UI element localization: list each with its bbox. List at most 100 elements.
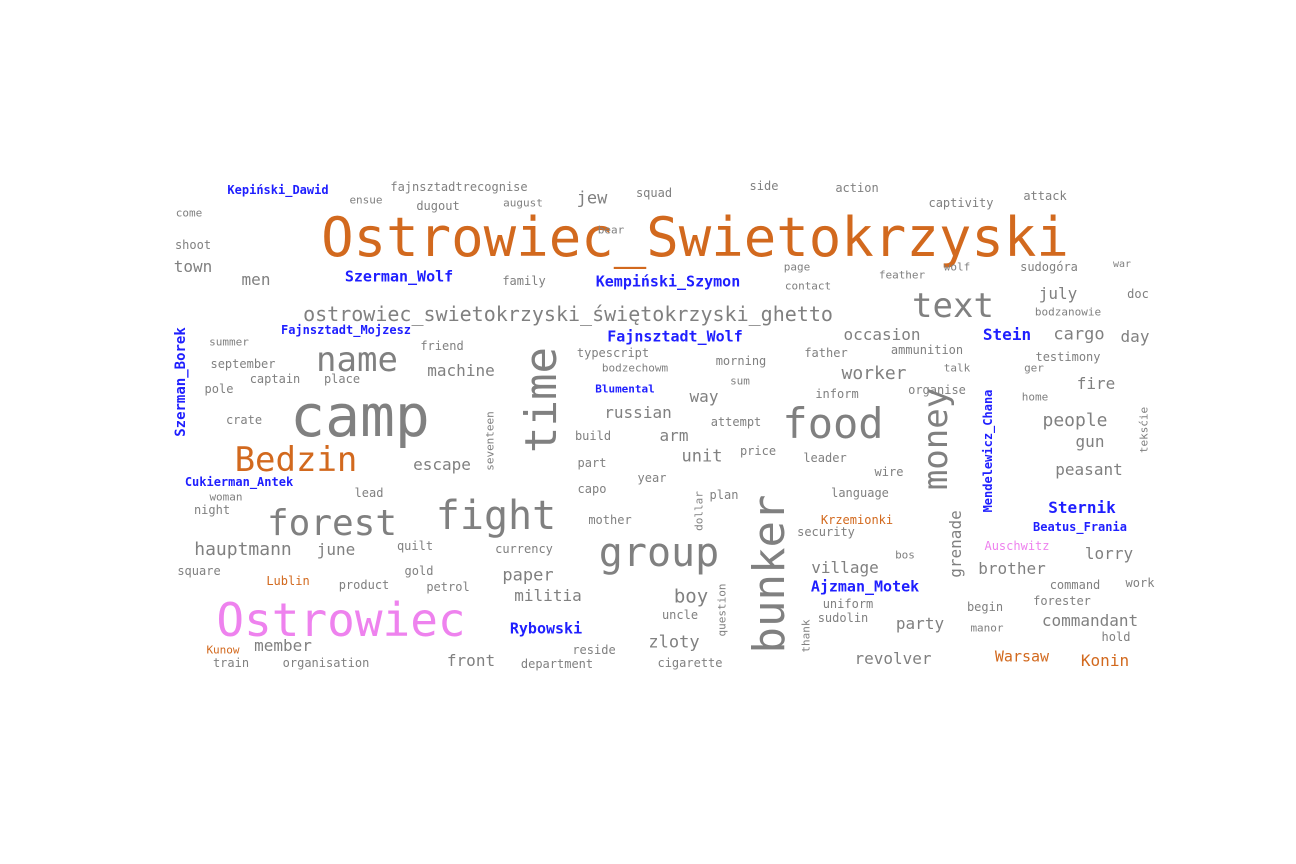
cloud-word: crate (225, 413, 263, 427)
cloud-word: brother (978, 559, 1046, 578)
cloud-word: uniform (822, 597, 874, 611)
cloud-word: ensue (349, 193, 383, 207)
cloud-word: build (574, 429, 612, 443)
cloud-word: begin (966, 600, 1004, 614)
cloud-word: forest (266, 503, 398, 544)
cloud-word: ostrowiec_swietokrzyski_świętokrzyski_gh… (303, 302, 833, 326)
cloud-word: side (749, 179, 779, 193)
cloud-word: lorry (1084, 544, 1134, 563)
cloud-word: father (804, 346, 848, 360)
cloud-word: sum (730, 374, 750, 388)
cloud-word: Stein (982, 325, 1032, 344)
cloud-word: security (797, 525, 855, 539)
cloud-word: attack (1023, 189, 1067, 203)
cloud-word: camp (290, 382, 430, 450)
cloud-word: militia (514, 586, 582, 605)
cloud-word: town (173, 257, 213, 276)
cloud-word: machine (427, 361, 495, 380)
cloud-word: thank (799, 619, 813, 653)
cloud-word: page (783, 260, 811, 274)
cloud-word: worker (841, 363, 907, 384)
cloud-word: fajnsztadtrecognise (390, 180, 528, 194)
cloud-word: attempt (710, 415, 762, 429)
cloud-word: command (1049, 578, 1101, 592)
cloud-word: commandant (1041, 611, 1139, 630)
cloud-word: fight (435, 493, 557, 539)
cloud-word: front (446, 651, 496, 670)
cloud-word: woman (209, 490, 243, 504)
cloud-word: Konin (1080, 651, 1130, 670)
cloud-word: member (254, 636, 312, 655)
cloud-word: manor (970, 621, 1004, 635)
cloud-word: people (1042, 410, 1108, 431)
cloud-word: bear (597, 223, 625, 237)
cloud-word: july (1038, 284, 1078, 303)
cloud-word: ammunition (890, 343, 964, 357)
cloud-word: place (323, 372, 361, 386)
cloud-word: Krzemionki (820, 513, 894, 527)
cloud-word: Ostrowiec (216, 593, 466, 647)
cloud-word: Kempiński_Szymon (595, 272, 741, 291)
cloud-word: question (715, 583, 729, 637)
cloud-word: june (316, 540, 356, 559)
cloud-word: Szerman_Wolf (344, 267, 454, 286)
cloud-word: family (502, 274, 546, 288)
cloud-word: Szerman_Borek (173, 327, 189, 437)
cloud-word: grenade (946, 510, 965, 578)
cloud-word: russian (604, 403, 672, 422)
cloud-word: text (912, 286, 994, 326)
cloud-word: bodzechowm (601, 361, 669, 375)
cloud-word: summer (209, 335, 249, 349)
cloud-word: uncle (661, 608, 699, 622)
cloud-word: mother (588, 513, 632, 527)
cloud-word: peasant (1055, 460, 1123, 479)
cloud-word: seventeen (483, 411, 497, 471)
cloud-word: Sternik (1048, 498, 1116, 517)
cloud-word: teksćie (1137, 406, 1151, 454)
cloud-word: cigarette (657, 656, 723, 670)
cloud-word: night (193, 503, 231, 517)
cloud-word: wire (874, 465, 904, 479)
cloud-word: cargo (1053, 324, 1105, 345)
cloud-word: inform (815, 387, 859, 401)
cloud-word: typescript (576, 346, 650, 360)
cloud-word: petrol (426, 580, 470, 594)
cloud-word: money (916, 387, 956, 491)
cloud-word: lead (354, 486, 384, 500)
cloud-word: square (177, 564, 221, 578)
cloud-word: Ajzman_Motek (810, 577, 920, 596)
cloud-word: hauptmann (194, 539, 292, 560)
cloud-word: contact (784, 279, 832, 293)
cloud-word: Lublin (266, 574, 310, 588)
cloud-word: dugout (416, 199, 460, 213)
cloud-word: home (1021, 390, 1049, 404)
cloud-word: day (1120, 327, 1150, 346)
cloud-word: Mendelewicz_Chana (981, 389, 995, 513)
cloud-word: forester (1033, 594, 1091, 608)
cloud-word: reside (572, 643, 616, 657)
cloud-word: work (1125, 576, 1155, 590)
cloud-word: come (175, 206, 203, 220)
cloud-word: gun (1075, 432, 1105, 451)
cloud-word: fire (1076, 374, 1116, 393)
cloud-word: name (316, 340, 398, 380)
cloud-word: Bedzin (234, 440, 358, 480)
cloud-word: squad (635, 186, 673, 200)
cloud-word: Kunow (206, 643, 240, 657)
cloud-word: boy (673, 585, 709, 608)
cloud-word: Blumental (595, 382, 655, 396)
cloud-word: bos (895, 548, 915, 562)
cloud-word: department (520, 657, 594, 671)
cloud-word: food (782, 399, 884, 448)
cloud-word: Fajnsztadt_Mojzesz (280, 323, 412, 337)
cloud-word: gold (404, 564, 434, 578)
cloud-word: men (241, 270, 271, 289)
cloud-word: organise (908, 383, 966, 397)
cloud-word: Ostrowiec_Swietokrzyski (321, 206, 1069, 269)
cloud-word: arm (659, 426, 689, 445)
cloud-word: war (1112, 259, 1132, 270)
cloud-word: feather (878, 268, 926, 282)
cloud-word: currency (495, 542, 553, 556)
cloud-word: doc (1127, 287, 1149, 301)
cloud-word: Fajnsztadt_Wolf (607, 327, 743, 346)
